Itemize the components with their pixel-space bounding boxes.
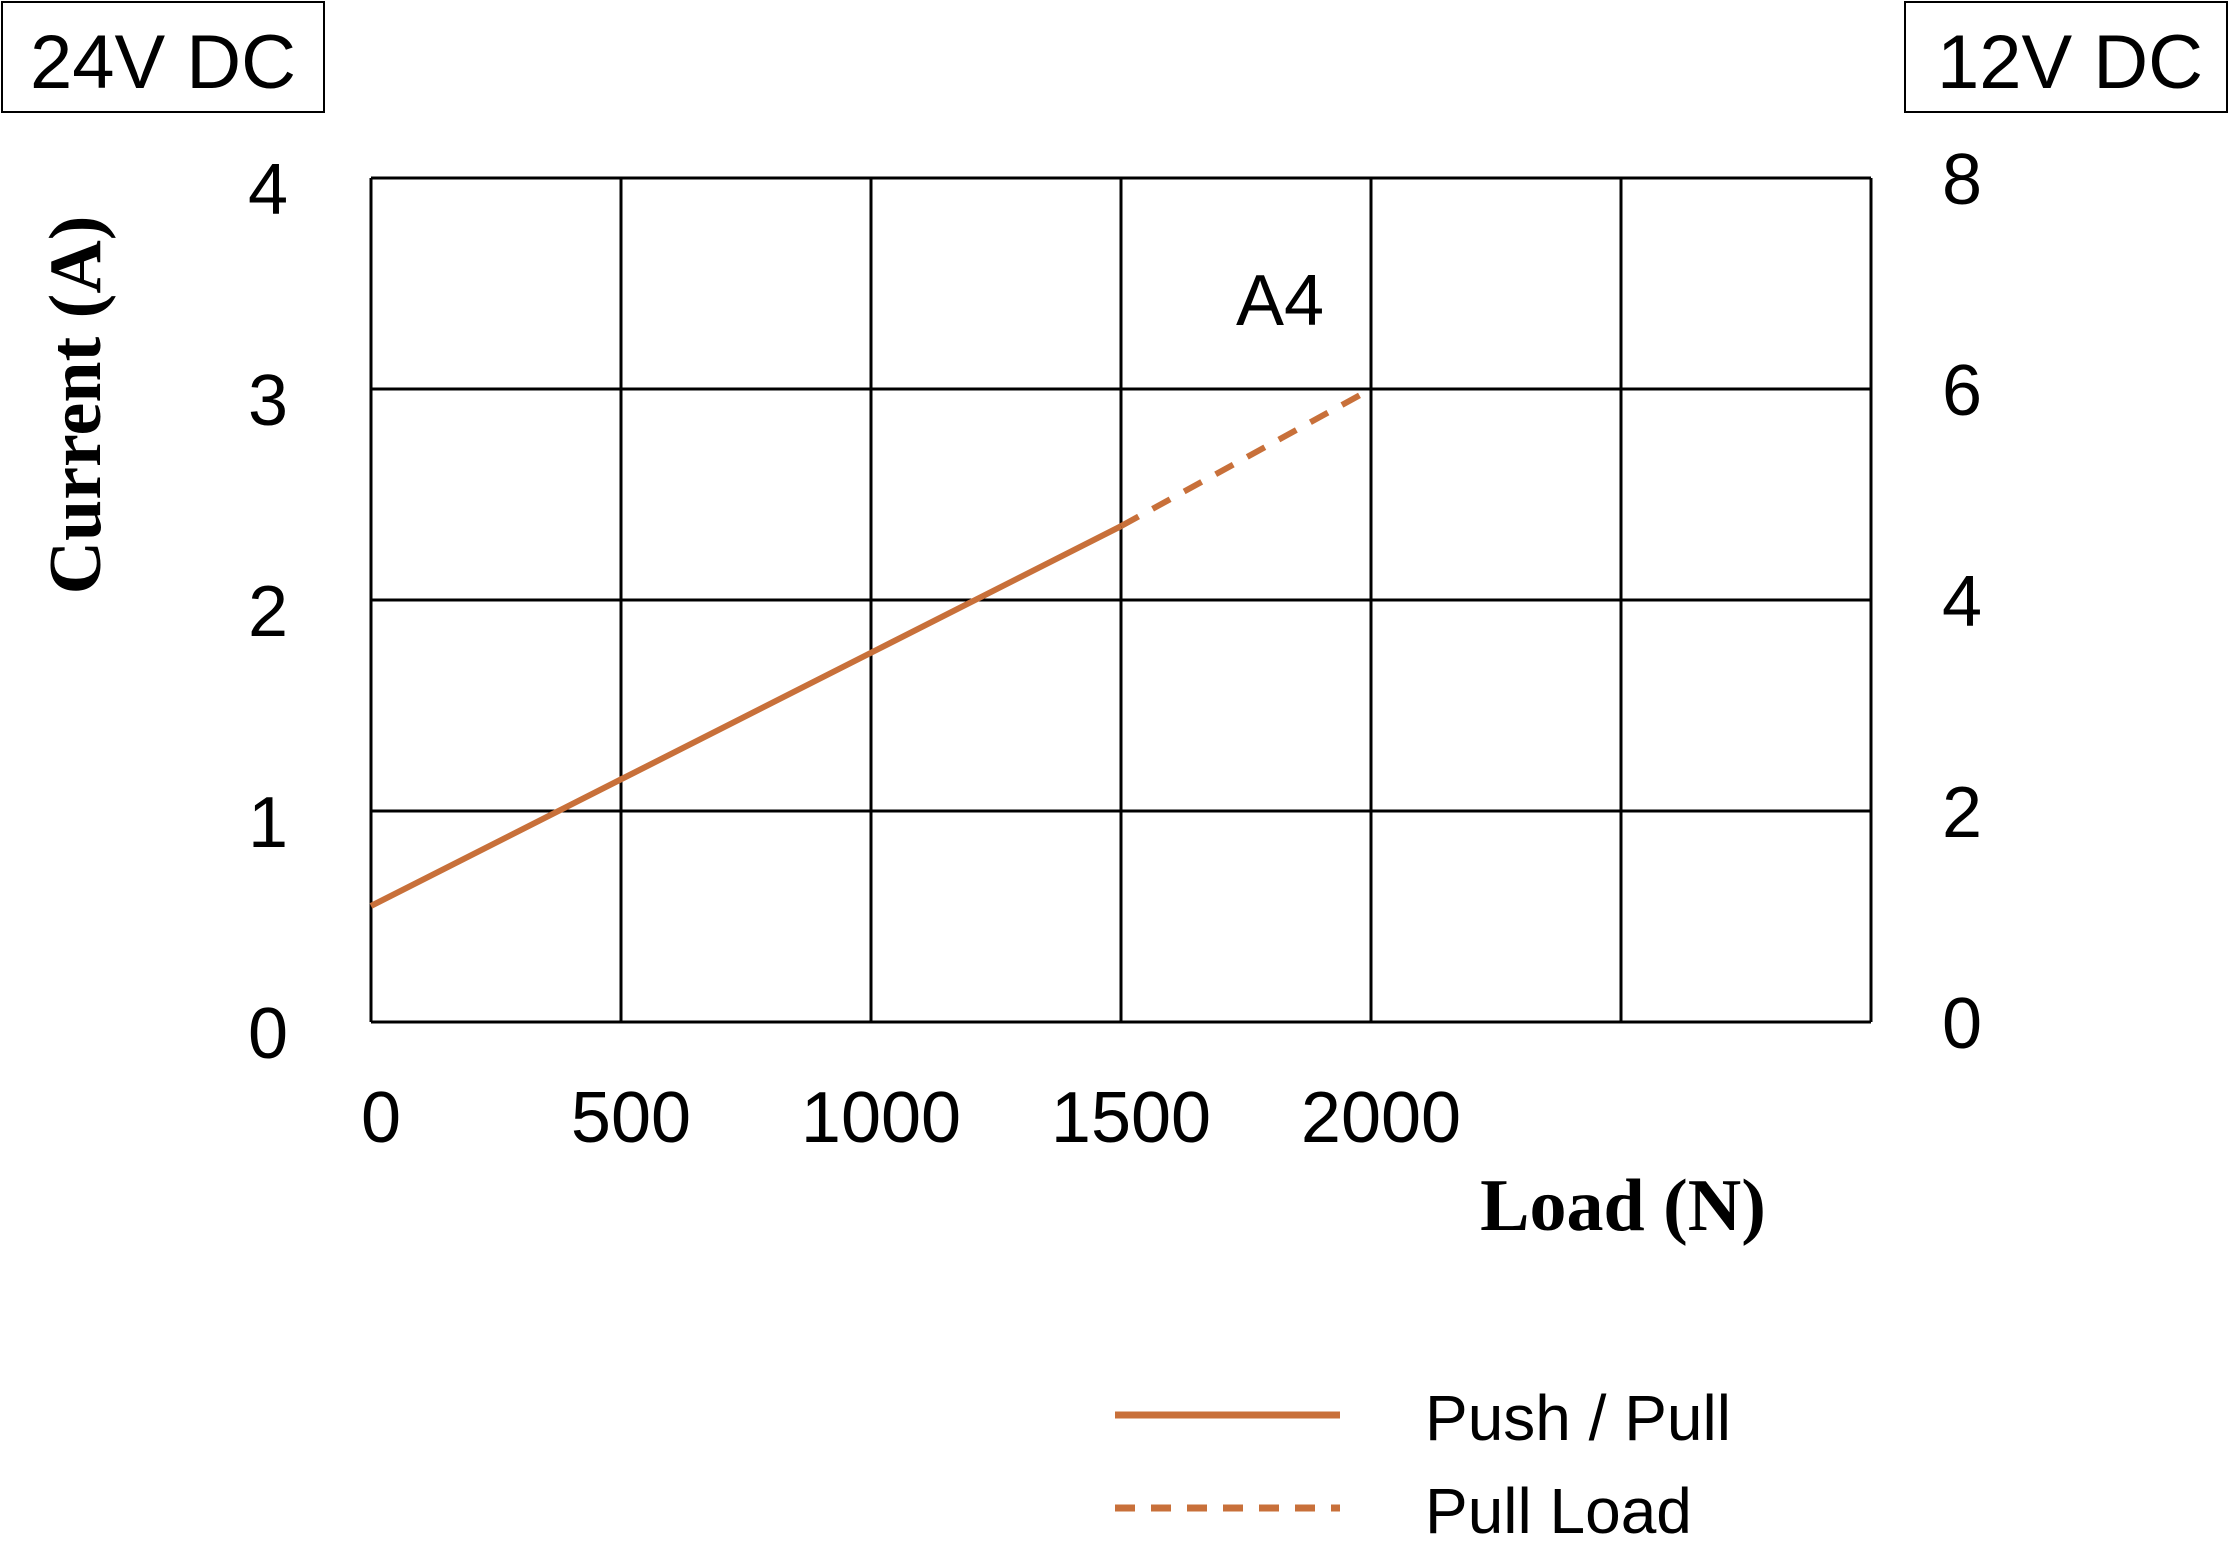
x-tick-label: 1500 (1051, 1078, 1211, 1158)
series-line-push-pull (369, 523, 1123, 909)
voltage-left-box: 24V DC (1, 1, 325, 113)
y-tick-label-right: 4 (1942, 562, 1982, 642)
x-tick-label: 1000 (801, 1078, 961, 1158)
model-annotation: A4 (1236, 261, 1324, 341)
tick-labels: 0 500 1000 1500 2000 0 1 2 3 4 0 2 4 6 8 (248, 140, 1982, 1158)
x-axis-title: Load (N) (1480, 1165, 1766, 1247)
y-tick-label-left: 1 (248, 783, 288, 863)
y-tick-label-left: 4 (248, 150, 288, 230)
y-tick-label-right: 6 (1942, 351, 1982, 431)
x-tick-label: 500 (571, 1078, 691, 1158)
y-tick-label-left: 0 (248, 994, 288, 1074)
y-axis-title: Current (A) (35, 216, 117, 595)
y-tick-label-right: 0 (1942, 984, 1982, 1064)
y-tick-label-right: 8 (1942, 140, 1982, 220)
y-tick-label-left: 3 (248, 361, 288, 441)
x-tick-label: 0 (361, 1078, 401, 1158)
grid (369, 176, 1873, 1024)
legend-label-pull-load: Pull Load (1425, 1475, 1692, 1541)
legend-label-push-pull: Push / Pull (1425, 1382, 1731, 1454)
x-tick-label: 2000 (1301, 1078, 1461, 1158)
voltage-right-label: 12V DC (1937, 20, 2203, 105)
y-tick-label-right: 2 (1942, 773, 1982, 853)
y-tick-label-left: 2 (248, 572, 288, 652)
voltage-left-label: 24V DC (30, 20, 296, 105)
series-lines (369, 386, 1373, 909)
series-line-pull-load (1119, 386, 1373, 529)
voltage-right-box: 12V DC (1904, 1, 2228, 113)
legend: Push / Pull Pull Load (1115, 1382, 1731, 1541)
